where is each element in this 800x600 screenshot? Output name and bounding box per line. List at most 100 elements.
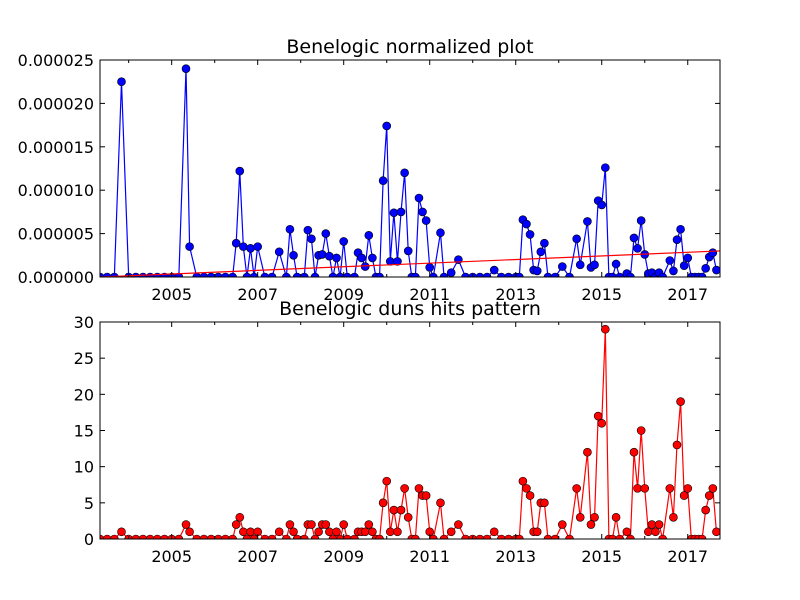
data-point (676, 397, 685, 406)
plot-frame (99, 59, 721, 278)
data-point (181, 520, 191, 529)
data-point (626, 534, 635, 539)
data-point (307, 520, 316, 529)
data-point (307, 234, 316, 244)
data-point (328, 534, 338, 539)
data-point (389, 505, 399, 515)
data-point (658, 272, 667, 277)
trend-line (100, 250, 720, 277)
y-tick-label: 5 (84, 494, 94, 513)
data-point (540, 498, 549, 508)
data-point (446, 268, 456, 277)
data-point (289, 251, 298, 260)
data-point (328, 272, 338, 277)
data-point (418, 207, 427, 217)
data-point (522, 219, 531, 229)
data-point (145, 534, 155, 539)
data-point (633, 244, 642, 253)
data-point (285, 224, 295, 234)
x-tick-label: 2005 (151, 547, 192, 566)
data-point (454, 520, 463, 529)
data-point (439, 272, 449, 277)
data-point (174, 534, 184, 539)
data-point (601, 324, 610, 334)
data-point (110, 534, 119, 539)
data-point (239, 527, 248, 537)
data-point (389, 208, 399, 218)
data-point (213, 272, 223, 277)
data-point (414, 484, 424, 493)
data-point (647, 520, 657, 529)
data-point (368, 527, 377, 537)
data-point (651, 527, 660, 537)
data-point (393, 257, 402, 266)
data-point (525, 491, 535, 500)
data-point (221, 272, 230, 277)
y-tick-label: 30 (74, 313, 94, 332)
data-point (339, 237, 349, 246)
data-point (267, 534, 277, 539)
data-point (235, 166, 245, 176)
x-tick-label: 2009 (323, 547, 364, 566)
data-point (213, 534, 223, 539)
data-point (683, 253, 693, 263)
data-point (425, 263, 435, 272)
data-point (583, 217, 592, 226)
data-point (515, 534, 524, 539)
data-point (385, 527, 395, 537)
data-point (253, 242, 262, 251)
data-point (396, 505, 406, 515)
data-point (314, 527, 323, 537)
data-point (231, 520, 241, 529)
data-point (317, 250, 327, 259)
data-point (378, 176, 388, 185)
data-point (396, 207, 406, 217)
y-tick-label: 25 (74, 349, 94, 368)
data-point (325, 251, 334, 261)
data-point (375, 534, 384, 539)
y-tick-label: 15 (74, 422, 94, 441)
data-point (475, 534, 485, 539)
data-point (342, 534, 352, 539)
data-point (403, 246, 413, 256)
data-point (199, 534, 209, 539)
data-point (414, 193, 424, 203)
data-point (446, 527, 456, 537)
data-point (335, 272, 345, 277)
data-point (558, 520, 567, 529)
data-point (246, 527, 255, 537)
x-tick-label: 2007 (237, 285, 278, 304)
data-point (350, 272, 359, 277)
data-point (138, 534, 148, 539)
x-tick-label: 2017 (667, 547, 708, 566)
data-point (289, 527, 298, 537)
data-point (117, 77, 126, 86)
data-point (672, 440, 682, 450)
data-point (565, 534, 574, 539)
data-point (525, 230, 535, 239)
x-tick-label: 2017 (667, 285, 708, 304)
y-tick-label: 20 (74, 385, 94, 404)
data-point (518, 476, 528, 486)
x-tick-label: 2011 (409, 285, 450, 304)
data-point (228, 272, 237, 277)
data-point (428, 272, 438, 277)
data-point (393, 527, 402, 537)
data-point (299, 534, 309, 539)
data-point (701, 505, 710, 515)
data-point (242, 272, 252, 277)
data-point (543, 272, 553, 277)
data-point (332, 253, 341, 263)
data-point (701, 264, 710, 273)
data-point (303, 225, 313, 235)
data-point (654, 520, 664, 529)
x-tick-label: 2013 (495, 547, 536, 566)
y-tick-label: 0.000015 (18, 138, 94, 157)
data-point (364, 520, 374, 529)
y-tick-label: 0.000025 (18, 51, 94, 70)
data-point (601, 163, 610, 172)
data-point (364, 231, 374, 240)
data-point (504, 272, 513, 277)
data-point (382, 121, 392, 131)
data-point (611, 259, 621, 269)
